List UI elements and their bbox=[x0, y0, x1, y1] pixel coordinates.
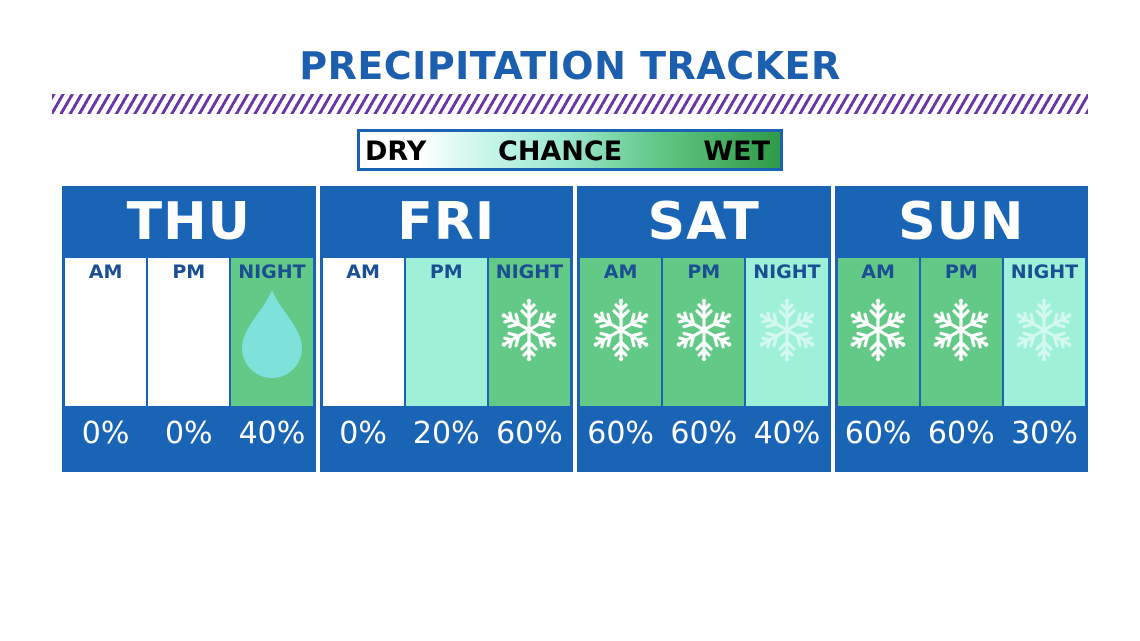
period-cell: NIGHT bbox=[231, 258, 313, 406]
chance-percent: 40% bbox=[238, 416, 306, 451]
chance-percent: 30% bbox=[1011, 416, 1078, 451]
legend-chance-label: CHANCE bbox=[498, 136, 623, 167]
day-name: SUN bbox=[898, 192, 1025, 252]
period-cell: NIGHT bbox=[746, 258, 828, 406]
snowflake-icon bbox=[754, 297, 820, 367]
period-label: AM bbox=[861, 261, 895, 283]
snowflake-icon bbox=[671, 297, 737, 367]
legend-dry-label: DRY bbox=[365, 136, 427, 167]
legend-wet-label: WET bbox=[703, 136, 770, 167]
day-name: SAT bbox=[647, 192, 760, 252]
title-stripe-divider bbox=[52, 94, 1088, 114]
period-label: PM bbox=[172, 261, 206, 283]
snowflake-icon bbox=[1011, 297, 1077, 367]
period-label: AM bbox=[346, 261, 380, 283]
period-label: AM bbox=[603, 261, 638, 283]
period-cell: AM bbox=[837, 258, 919, 406]
period-label: AM bbox=[88, 261, 123, 283]
period-cell: AM bbox=[65, 258, 147, 406]
day-name: FRI bbox=[397, 192, 496, 252]
chance-percent: 60% bbox=[927, 416, 995, 451]
chance-percent: 60% bbox=[844, 416, 912, 451]
period-cell: PM bbox=[148, 258, 230, 406]
raindrop-icon bbox=[240, 288, 304, 384]
page-title: PRECIPITATION TRACKER bbox=[299, 44, 841, 88]
snowflake-icon bbox=[928, 297, 994, 367]
period-cell: AM bbox=[580, 258, 662, 406]
period-label: NIGHT bbox=[753, 261, 821, 283]
day-name: THU bbox=[126, 192, 251, 252]
day-panel-thu: THU AM PM NIGHT 0% 0% 40% bbox=[62, 186, 316, 472]
day-panel-sun: SUN AM PM NIGHT 60% 60% 30% bbox=[834, 186, 1088, 472]
period-label: PM bbox=[687, 261, 721, 283]
chance-percent: 0% bbox=[164, 416, 213, 451]
period-cell: NIGHT bbox=[1003, 258, 1086, 406]
period-cell: PM bbox=[920, 258, 1002, 406]
snowflake-icon bbox=[588, 297, 654, 367]
period-cell: PM bbox=[405, 258, 487, 406]
period-label: PM bbox=[944, 261, 978, 283]
chance-percent: 60% bbox=[496, 416, 563, 451]
snowflake-icon bbox=[845, 297, 911, 367]
period-label: PM bbox=[429, 261, 463, 283]
snowflake-icon bbox=[496, 297, 562, 367]
forecast-days: THU AM PM NIGHT 0% 0% 40% FRI AM PM NIGH… bbox=[62, 186, 1088, 472]
intensity-legend: DRY CHANCE WET bbox=[357, 129, 783, 171]
chance-percent: 60% bbox=[587, 416, 654, 451]
day-panel-sat: SAT AM PM NIGHT 60% 60% 40% bbox=[577, 186, 831, 472]
period-cell: NIGHT bbox=[488, 258, 571, 406]
chance-percent: 0% bbox=[339, 416, 387, 451]
period-label: NIGHT bbox=[1010, 261, 1079, 283]
chance-percent: 20% bbox=[412, 416, 480, 451]
chance-percent: 0% bbox=[81, 416, 130, 451]
chance-percent: 40% bbox=[753, 416, 821, 451]
period-label: NIGHT bbox=[238, 261, 306, 283]
period-cell: AM bbox=[322, 258, 404, 406]
period-label: NIGHT bbox=[495, 261, 564, 283]
day-panel-fri: FRI AM PM NIGHT 0% 20% 60% bbox=[319, 186, 573, 472]
period-cell: PM bbox=[663, 258, 745, 406]
chance-percent: 60% bbox=[670, 416, 738, 451]
